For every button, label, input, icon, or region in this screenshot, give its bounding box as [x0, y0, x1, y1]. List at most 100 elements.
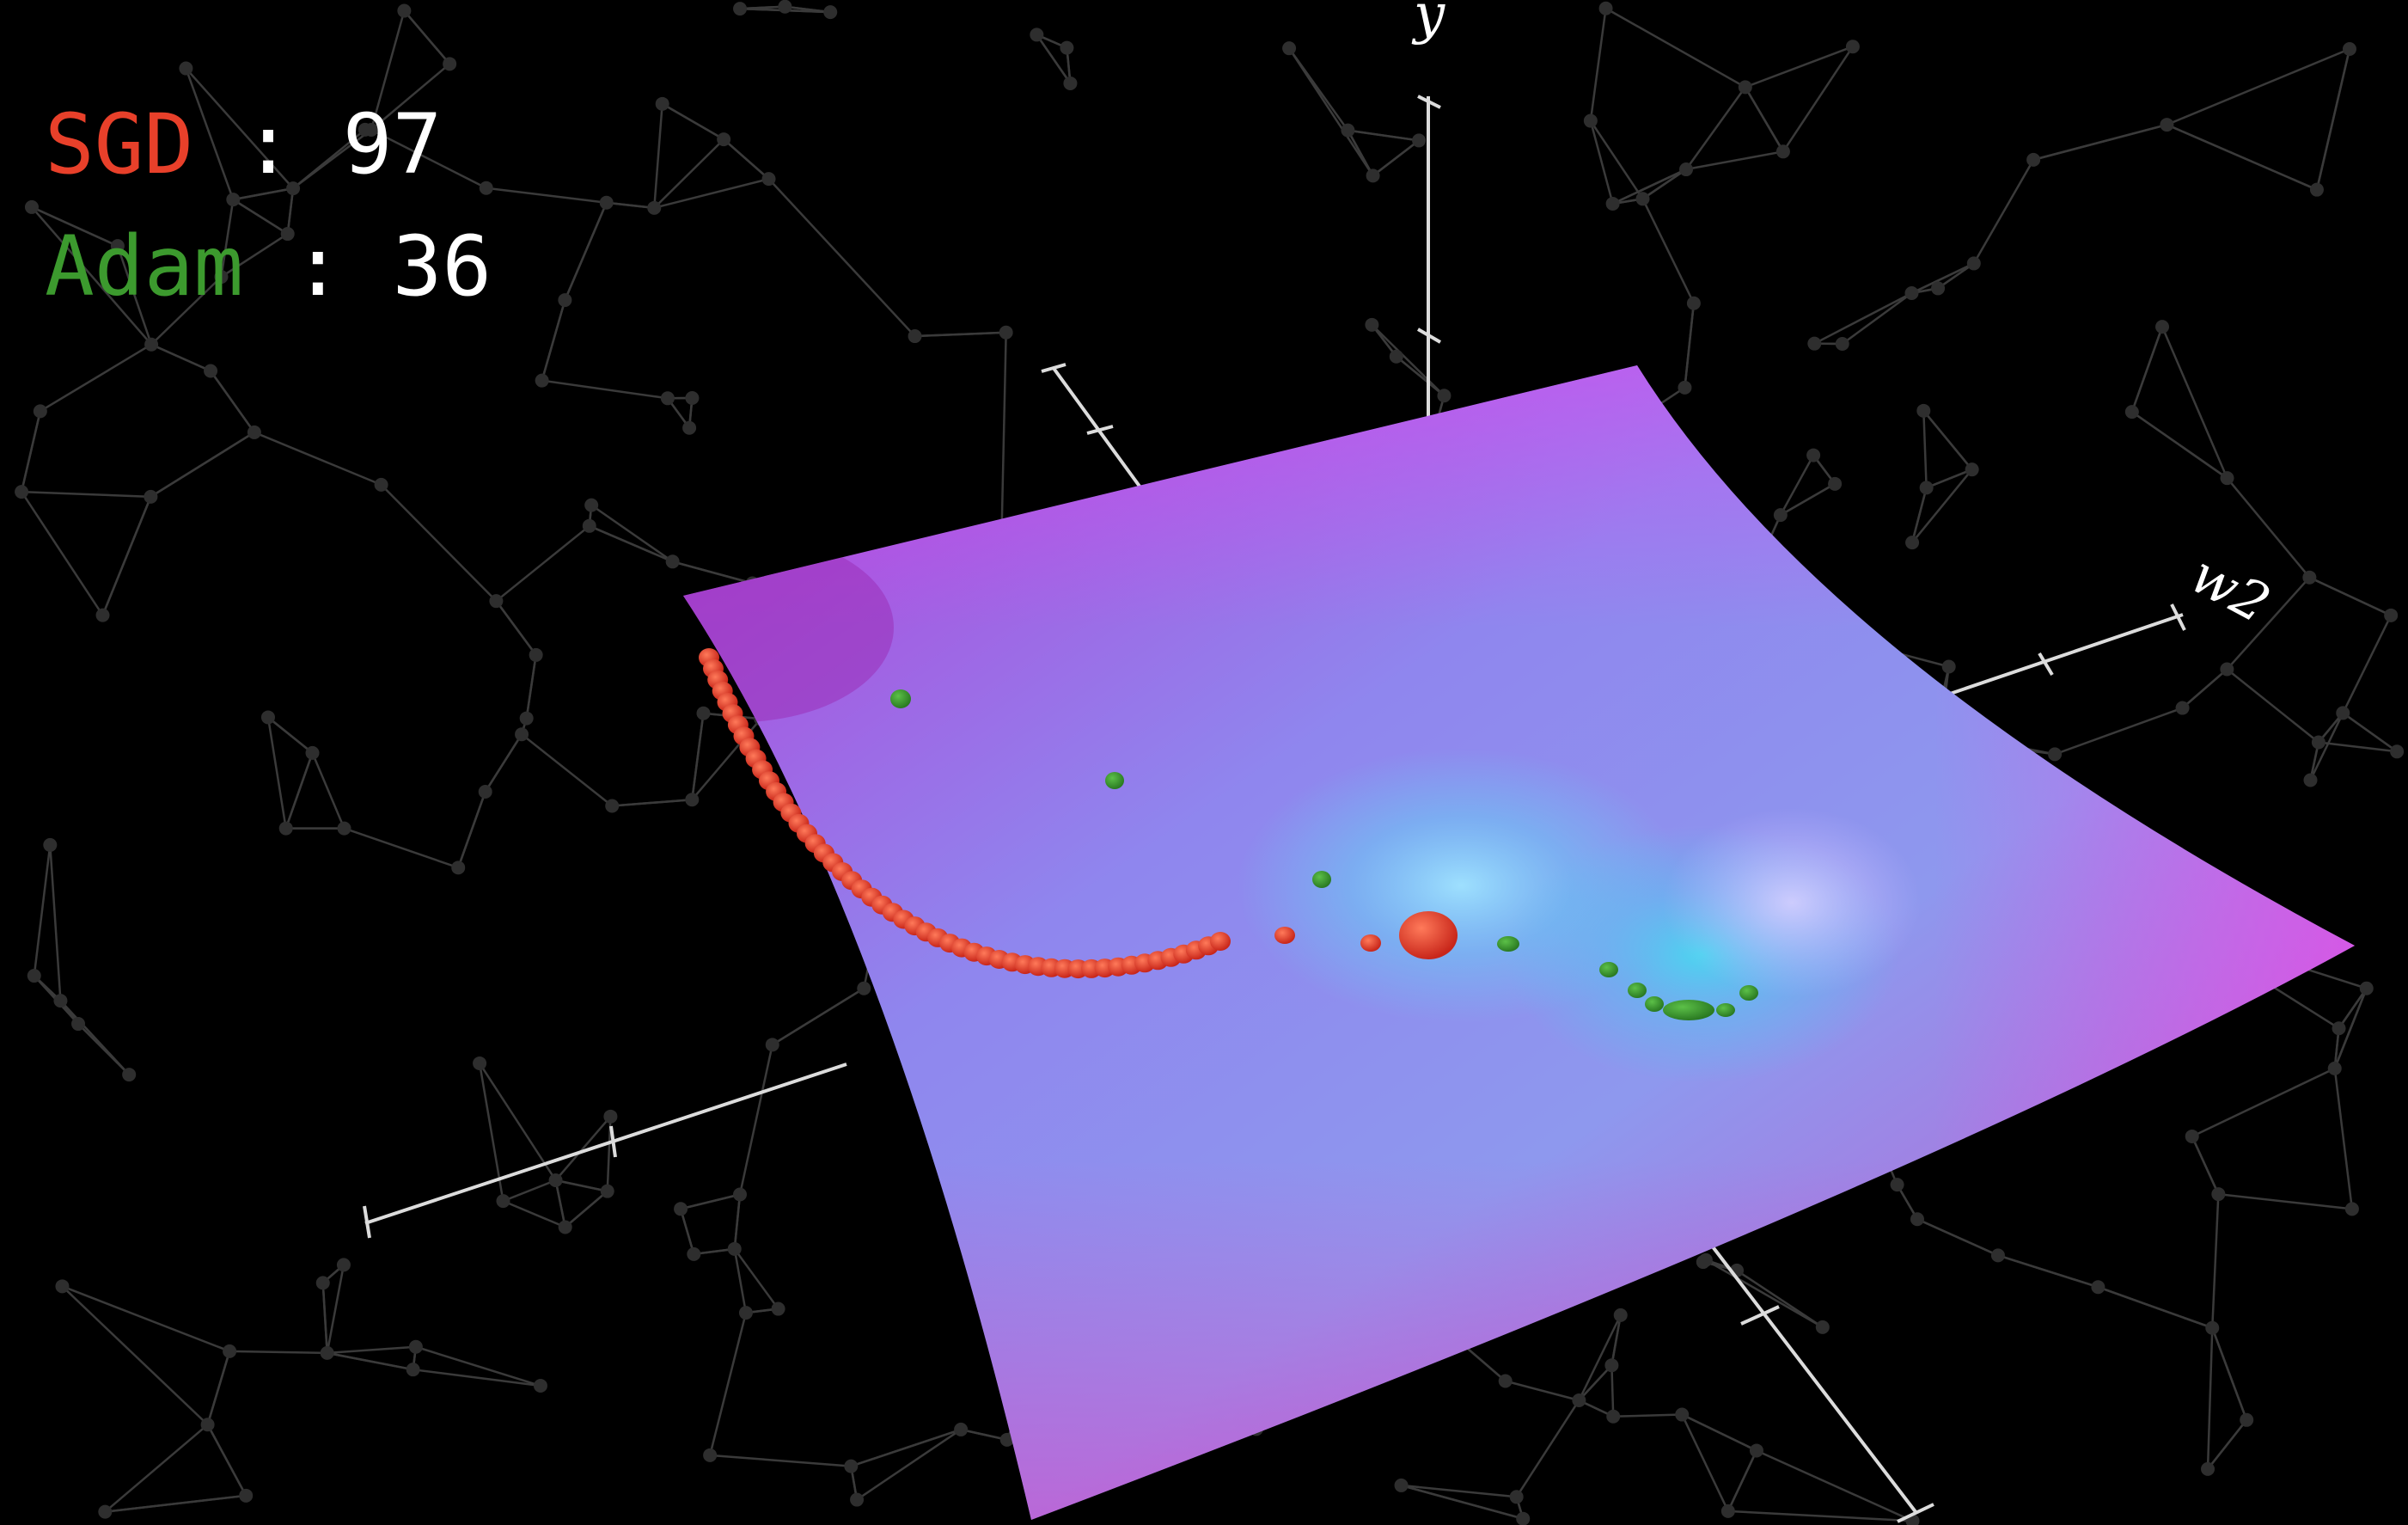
network-edge [486, 187, 607, 205]
network-edge [1972, 159, 2035, 265]
network-edge [2333, 1068, 2354, 1210]
network-node [53, 994, 68, 1008]
surface-dark-corner [683, 533, 894, 722]
network-node [98, 1504, 113, 1519]
network-edge [59, 1000, 131, 1075]
network-edge [1926, 468, 1973, 489]
network-node [599, 195, 614, 210]
network-node [305, 745, 320, 760]
network-node [1675, 1407, 1690, 1422]
network-node [2303, 773, 2318, 787]
surface-bottom-edge-shade [683, 1161, 2355, 1520]
network-node [2048, 747, 2063, 762]
network-node [603, 1109, 618, 1124]
network-edge [229, 1350, 327, 1355]
network-edge [1681, 1414, 1729, 1512]
network-node [247, 425, 261, 439]
network-node [1678, 380, 1692, 395]
legend-adam: Adam : 36 [45, 225, 492, 308]
network-node [2384, 608, 2399, 622]
network-edge [2130, 326, 2164, 413]
network-edge [850, 1428, 962, 1467]
network-edge [856, 1428, 962, 1501]
network-node [519, 711, 534, 726]
network-edge [733, 1248, 779, 1310]
network-edge [1401, 1484, 1517, 1498]
network-node [584, 498, 599, 512]
network-edge [31, 206, 153, 346]
network-node [582, 518, 596, 533]
network-edge [327, 1351, 413, 1371]
network-edge [206, 1350, 231, 1425]
network-node [71, 1017, 86, 1032]
network-node [529, 647, 543, 662]
network-edge [1911, 469, 1973, 543]
network-node [2091, 1280, 2105, 1295]
network-edge [564, 202, 608, 301]
network-edge [679, 1208, 695, 1255]
adam-step [1739, 985, 1758, 1001]
network-node [239, 1488, 254, 1503]
network-edge [2032, 123, 2167, 162]
network-edge [1578, 1364, 1613, 1401]
network-node [408, 1339, 423, 1354]
network-node [844, 1459, 859, 1473]
network-node [374, 477, 388, 492]
y-axis-label: y [1411, 0, 1445, 46]
network-node [55, 1279, 70, 1294]
network-node [179, 61, 193, 76]
network-edge [1604, 7, 1746, 89]
network-node [733, 2, 748, 16]
surface-right-edge-shade [1934, 365, 2355, 1203]
network-node [1807, 336, 1822, 351]
network-edge [2166, 123, 2318, 191]
surface-top-edge-shade [683, 365, 2355, 628]
network-node [2175, 701, 2190, 715]
network-edge [403, 9, 451, 65]
network-node [1890, 1178, 1904, 1192]
network-edge [2206, 1327, 2214, 1469]
network-edge [1779, 454, 1815, 516]
network-node [999, 325, 1013, 340]
network-edge [479, 1063, 557, 1181]
network-edge [662, 102, 724, 141]
network-edge [220, 233, 289, 279]
axes-back [363, 95, 2186, 1523]
network-edge [2054, 707, 2183, 756]
network-edge [101, 496, 152, 616]
network-edge [21, 491, 104, 616]
network-node [2302, 570, 2317, 585]
network-node [1635, 192, 1650, 206]
network-node [1613, 1308, 1628, 1322]
network-edge [1916, 1218, 1999, 1257]
network-edge [1684, 303, 1696, 388]
network-edge [1685, 86, 1746, 170]
network-node [733, 1187, 748, 1202]
network-node [1905, 536, 1920, 550]
network-edge [104, 1424, 209, 1513]
network-node [1572, 1393, 1586, 1407]
network-edge [653, 103, 663, 208]
network-node [2311, 735, 2325, 750]
network-edge [1922, 410, 1928, 488]
network-node [315, 1276, 330, 1290]
network-edge [2309, 712, 2344, 781]
network-node [2344, 1202, 2359, 1216]
network-edge [1515, 1399, 1580, 1497]
network-edge [1371, 323, 1445, 397]
w2-axis-tick-end [2170, 603, 2186, 631]
sgd-path [699, 648, 1458, 979]
network-edge [1641, 168, 1687, 200]
network-node [1965, 462, 1979, 477]
network-node [200, 1418, 215, 1432]
network-edge [691, 713, 705, 800]
network-node [765, 1038, 779, 1052]
network-edge [1705, 1259, 1824, 1328]
network-node [1916, 403, 1931, 418]
network-node [1919, 481, 1934, 495]
network-edge [267, 716, 314, 754]
network-edge [1727, 1449, 1758, 1512]
network-node [1835, 337, 1849, 352]
network-node [687, 1246, 701, 1261]
network-node [122, 1068, 137, 1082]
